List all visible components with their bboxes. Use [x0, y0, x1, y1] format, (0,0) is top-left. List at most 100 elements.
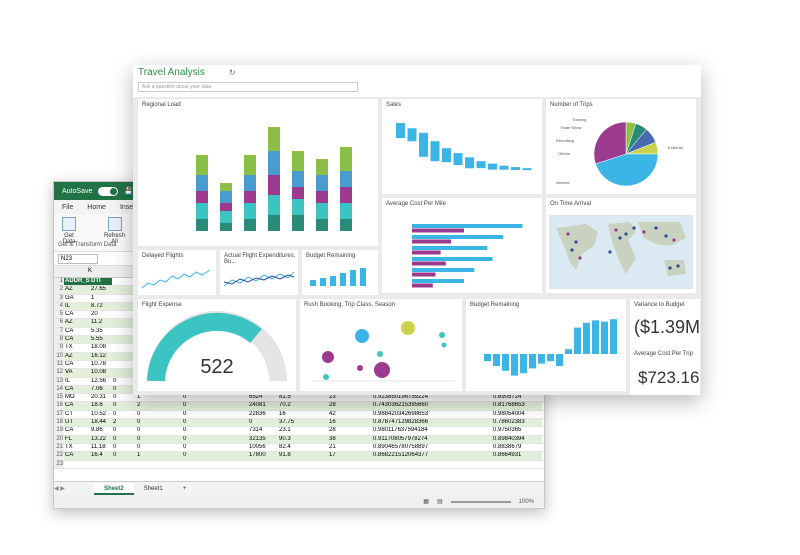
table-cell[interactable]: 12.56: [91, 377, 107, 384]
row-number[interactable]: 2: [54, 286, 64, 294]
table-cell[interactable]: AZ: [64, 352, 90, 360]
table-cell[interactable]: CA: [65, 327, 74, 334]
table-cell[interactable]: 0: [137, 443, 141, 450]
get-data-button[interactable]: Get Data: [62, 217, 76, 245]
table-cell[interactable]: 10.52: [91, 410, 107, 417]
table-cell[interactable]: 23: [329, 394, 336, 401]
tile-actual-flight-expenditures[interactable]: Actual Flight Expenditures, Bu...: [220, 250, 298, 295]
table-cell[interactable]: VA: [64, 369, 90, 377]
table-cell[interactable]: 17800: [248, 452, 278, 460]
row-number[interactable]: 23: [54, 460, 64, 468]
table-cell[interactable]: 11.18: [91, 443, 106, 450]
table-cell[interactable]: 0.98054004: [493, 410, 525, 417]
table-cell[interactable]: [182, 461, 248, 468]
table-cell[interactable]: 9.86: [91, 427, 103, 434]
sheet-tab-sheet1[interactable]: Sheet1: [143, 485, 163, 492]
table-cell[interactable]: 22836: [249, 410, 266, 417]
table-cell[interactable]: 18.44: [90, 419, 112, 427]
table-cell[interactable]: 0: [136, 435, 182, 443]
table-cell[interactable]: [248, 461, 278, 468]
table-cell[interactable]: 0: [113, 427, 117, 434]
table-cell[interactable]: 6524: [249, 394, 263, 401]
table-cell[interactable]: CA: [64, 452, 90, 460]
table-cell[interactable]: 24081: [248, 402, 278, 410]
table-cell[interactable]: 38: [328, 435, 372, 443]
table-cell[interactable]: 0: [113, 377, 117, 384]
table-cell[interactable]: 16.12: [90, 352, 112, 360]
table-cell[interactable]: 0: [112, 402, 136, 410]
table-cell[interactable]: 90.3: [278, 435, 328, 443]
table-cell[interactable]: 2: [112, 419, 136, 427]
table-cell[interactable]: 0: [112, 452, 136, 460]
page-layout-icon[interactable]: ▤: [436, 499, 443, 505]
table-cell[interactable]: 28: [328, 402, 372, 410]
table-cell[interactable]: 70.2: [278, 402, 328, 410]
table-row[interactable]: 19 CA 9.86 0 0 0 7314 23.1 28 0.980117637594184 0.…: [54, 427, 544, 436]
table-cell[interactable]: 7314: [249, 427, 263, 434]
table-cell[interactable]: TX: [65, 344, 73, 351]
table-row[interactable]: 22 CA 16.4 0 1 0 17800 91.8 17 0.868221512064377 0…: [54, 452, 544, 461]
qa-search-input[interactable]: Ask a question about your data: [138, 82, 358, 92]
table-cell[interactable]: 0.89840394: [492, 435, 542, 443]
table-cell[interactable]: 42: [329, 410, 336, 417]
table-row[interactable]: 20 FL 13.22 0 0 0 32135 90.3 38 0.911708057978274…: [54, 435, 544, 444]
table-cell[interactable]: TX: [65, 443, 73, 450]
table-cell[interactable]: [112, 286, 136, 294]
tab-insert[interactable]: Insert: [119, 203, 138, 211]
table-cell[interactable]: 7.06: [90, 385, 112, 394]
tile-flight-expense[interactable]: Flight Expense 522: [138, 299, 296, 391]
table-cell[interactable]: 0.81768653: [492, 402, 542, 410]
sheet-tab-sheet2[interactable]: Sheet2: [94, 482, 134, 495]
table-cell[interactable]: [112, 369, 136, 377]
table-cell[interactable]: 2: [136, 402, 182, 410]
row-number[interactable]: 11: [54, 360, 64, 369]
save-icon[interactable]: 💾: [124, 188, 134, 195]
table-cell[interactable]: 18.6: [90, 402, 112, 410]
table-cell[interactable]: 0: [182, 419, 248, 427]
table-cell[interactable]: 0.6905724: [493, 394, 522, 401]
table-cell[interactable]: [112, 319, 136, 327]
row-number[interactable]: 17: [54, 410, 64, 419]
row-number[interactable]: 18: [54, 419, 64, 427]
row-number[interactable]: 14: [54, 385, 64, 394]
table-cell[interactable]: 0: [182, 452, 248, 460]
table-cell[interactable]: IL: [65, 377, 71, 384]
refresh-icon[interactable]: ↻: [229, 68, 236, 77]
table-cell[interactable]: 0.868221512064377: [372, 452, 492, 460]
table-cell[interactable]: 13.22: [90, 435, 112, 443]
row-number[interactable]: 15: [54, 394, 64, 402]
column-k-header[interactable]: K: [88, 268, 93, 274]
row-number[interactable]: 9: [54, 344, 64, 352]
table-row[interactable]: 21 TX 11.18 0 0 0 10056 82.4 21 0.890465780758897…: [54, 443, 544, 453]
table-cell[interactable]: 0: [112, 435, 136, 443]
table-cell[interactable]: 17: [328, 452, 372, 460]
table-cell[interactable]: IL: [64, 302, 90, 311]
table-cell[interactable]: [112, 352, 136, 360]
autosave-toggle[interactable]: [98, 186, 119, 196]
tile-rush-booking[interactable]: Rush Booking, Trip Class, Season: [300, 299, 462, 391]
table-cell[interactable]: 37.75: [278, 419, 328, 427]
table-cell[interactable]: DTI: [90, 278, 112, 286]
table-row[interactable]: 18 UT 18.44 2 0 0 0 37.75 16 0.878747129828366 0.7…: [54, 419, 544, 428]
table-cell[interactable]: CA: [65, 427, 74, 434]
table-cell[interactable]: 0.923850196759224: [373, 394, 429, 401]
row-number[interactable]: 13: [54, 377, 64, 385]
tile-on-time-arrival[interactable]: On Time Arrival: [546, 198, 696, 293]
table-cell[interactable]: CA: [65, 360, 74, 367]
row-number[interactable]: 21: [54, 443, 64, 452]
row-number[interactable]: 6: [54, 319, 64, 327]
table-cell[interactable]: [64, 461, 90, 468]
table-row[interactable]: 17 CT 10.52 0 0 0 22836 16 42 0.988420342698653 0.…: [54, 410, 544, 420]
table-cell[interactable]: 20: [91, 311, 98, 318]
row-number[interactable]: 22: [54, 452, 64, 460]
tile-sales[interactable]: Sales: [382, 99, 542, 194]
table-cell[interactable]: 0: [183, 410, 187, 417]
sheet-nav-icon[interactable]: ◀ ▶: [54, 486, 65, 492]
table-cell[interactable]: 16: [279, 410, 286, 417]
row-number[interactable]: 20: [54, 435, 64, 443]
tile-regional-load[interactable]: Regional Load: [138, 99, 378, 246]
table-cell[interactable]: CA: [64, 336, 90, 344]
table-cell[interactable]: 8.72: [90, 302, 112, 311]
table-cell[interactable]: [372, 461, 492, 468]
table-cell[interactable]: 0: [112, 385, 136, 394]
